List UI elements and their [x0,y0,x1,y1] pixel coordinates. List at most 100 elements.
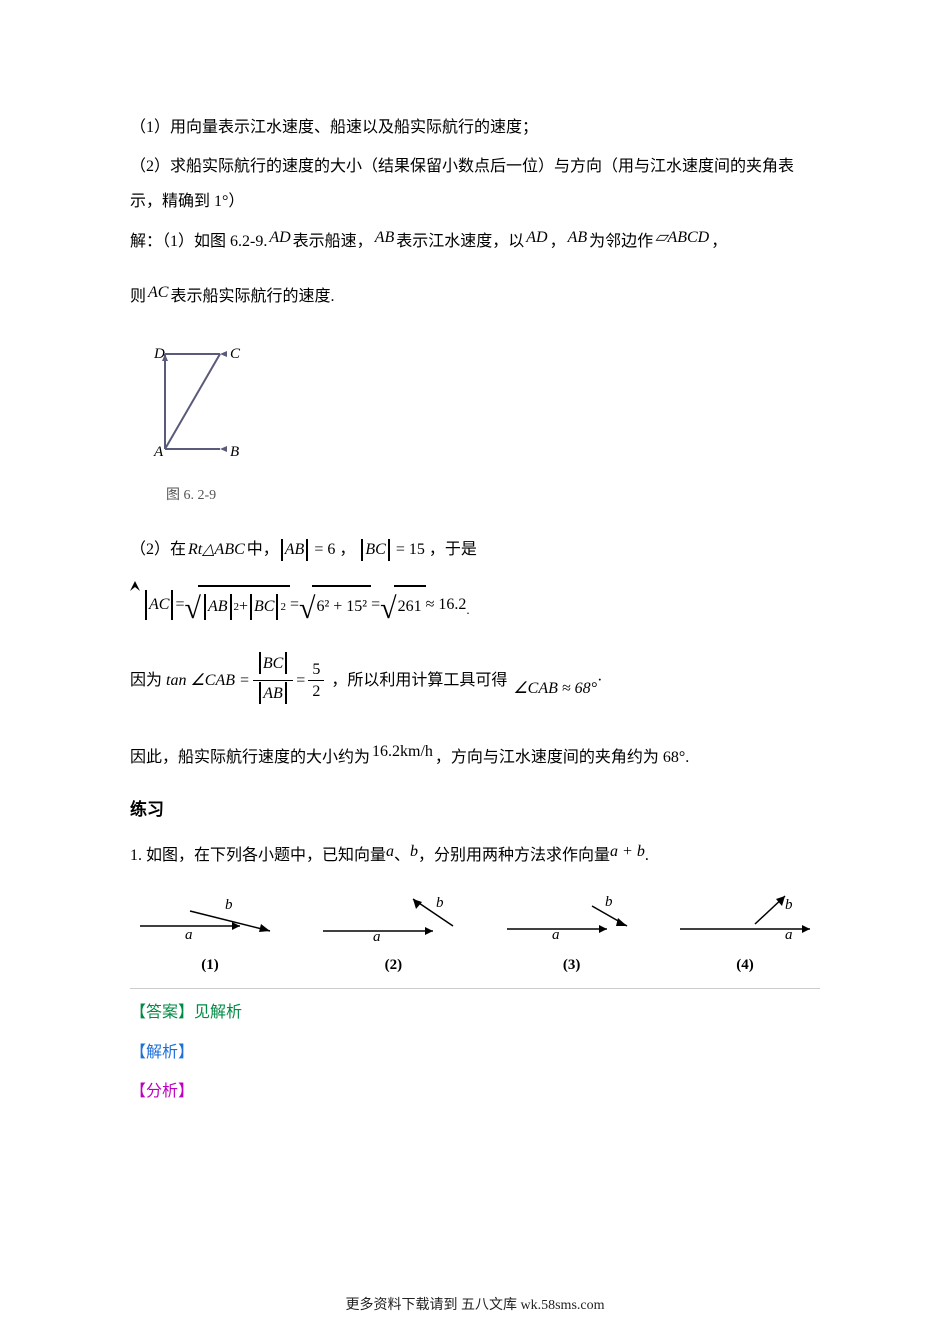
paragraph-q1: （1）用向量表示江水速度、船速以及船实际航行的速度； [130,110,820,145]
parallelogram-diagram: D C A B [150,344,250,464]
sol-mid3: ， [550,224,566,259]
AC-symbol: AC [148,275,168,310]
frac-den-abs-AB: AB [257,682,289,704]
sol-end1: ， [711,224,727,259]
frac-BC-AB: BC AB [253,652,293,709]
fig1-label: (1) [201,949,219,982]
eq-sign-2: = [290,587,299,622]
sqrt2-body: 6² + 15² [312,585,371,624]
divider [130,988,820,989]
abs-AB: AB [279,539,311,561]
p3-suffix: 表示船实际航行的速度. [170,279,334,314]
vec-b: b [410,834,418,869]
exp2-2: 2 [280,595,286,619]
eq15: = 15 [396,532,425,567]
magnitude-formula: AC = √ AB2 + BC2 = √ 6² + 15² = √ 261 ≈ … [130,585,820,624]
label-A: A [153,444,164,460]
eq-sign-3: = [371,587,380,622]
abs-BC-sq: BC [248,594,280,620]
parse-line: 【解析】 [130,1035,820,1070]
fig4-b: b [785,897,793,913]
p6-prefix: 因此，船实际航行速度的大小约为 [130,740,370,775]
vec-diagram-2: a b [313,891,473,941]
solution-2-line: （2）在 Rt△ABC 中， AB = 6 ， BC = 15 ，于是 [130,532,820,567]
analysis-line: 【分析】 [130,1074,820,1109]
eq-sign-1: = [175,587,184,622]
parallelogram-ABCD: ▱ABCD [655,220,709,255]
abs-AB-sq: AB [202,594,234,620]
vec-diagram-4: a b [670,891,820,941]
exercise-fig-2: a b (2) [313,891,473,982]
parse-text: 【解析】 [130,1044,194,1061]
angle-CAB: ∠CAB ≈ 68° [513,671,597,706]
eq6: = 6 [314,532,335,567]
frac-2: 2 [308,681,324,701]
fig3-a: a [552,927,560,941]
frac-5-2: 5 2 [308,660,324,701]
tan-prefix: 因为 [130,663,162,698]
answer-line: 【答案】见解析 [130,995,820,1030]
conclusion: 因此，船实际航行速度的大小约为 16.2km/h ，方向与江水速度间的夹角约为 … [130,740,820,775]
AB-sq: AB [208,589,228,624]
exercise-1: 1. 如图，在下列各小题中，已知向量 a 、 b ，分别用两种方法求作向量 a … [130,838,820,873]
AB-symbol-1: AB [375,220,395,255]
vec-aplusb: a + b [610,834,645,869]
abs-BC: BC [359,539,391,561]
analysis-text: 【分析】 [130,1083,194,1100]
page-footer: 更多资料下载请到 五八文库 wk.58sms.com [0,1291,950,1322]
practice-heading: 练习 [130,791,820,828]
BC-in-abs: BC [365,532,385,567]
AC-in-abs: AC [149,587,169,622]
fig2-b: b [436,895,444,911]
label-B: B [230,444,239,460]
exercise-fig-4: a b (4) [670,891,820,982]
RtABC: Rt△ABC [188,532,245,567]
p3-prefix: 则 [130,279,146,314]
sqrt-3: √ 261 [380,585,425,624]
ex1-mid1: 、 [394,838,410,873]
frac-5: 5 [308,660,324,681]
comma1: ， [339,532,355,567]
BC-sq: BC [254,589,274,624]
fig2-label: (2) [385,949,403,982]
plus-sign: + [239,589,248,624]
ex1-suffix: . [645,838,649,873]
answer-text: 【答案】见解析 [130,1004,242,1021]
period: . [466,596,469,625]
frac-AB: AB [263,684,283,703]
AD-symbol-2: AD [526,220,547,255]
sqrt-1: √ AB2 + BC2 [184,585,290,624]
figure-caption: 图 6. 2-9 [166,481,820,512]
exercise-fig-3: a b (3) [497,891,647,982]
approx: ≈ 16.2 [426,587,467,622]
ex1-prefix: 1. 如图，在下列各小题中，已知向量 [130,838,386,873]
solution-line-2: 则 AC 表示船实际航行的速度. [130,279,820,314]
sqrt-2: √ 6² + 15² [299,585,371,624]
p4-prefix: （2）在 [130,532,186,567]
sol-prefix: 解：（1）如图 6.2-9. [130,224,267,259]
sqrt3-body: 261 [394,585,426,624]
fig1-b: b [225,897,233,913]
vec-a: a [386,834,394,869]
tan-formula-line: 因为 tan ∠CAB = BC AB = 5 2 ，所以利用计算工具可得 ∠C… [130,652,820,709]
speed-value: 16.2km/h [372,734,433,769]
solution-line-1: 解：（1）如图 6.2-9. AD 表示船速， AB 表示江水速度，以 AD ，… [130,224,820,259]
fig1-a: a [185,927,193,941]
p6-suffix: ，方向与江水速度间的夹角约为 68°. [435,740,689,775]
exercise-fig-1: a b (1) [130,891,290,982]
fig4-a: a [785,927,793,941]
vec-diagram-3: a b [497,891,647,941]
fig4-label: (4) [736,949,754,982]
frac-BC: BC [263,654,283,673]
label-D: D [153,346,165,362]
AD-symbol: AD [269,220,290,255]
AB-in-abs: AB [285,532,305,567]
tan-mid: ，所以利用计算工具可得 [331,663,507,698]
tan-CAB-label: tan ∠CAB = [166,663,250,698]
exercise-figures-row: a b (1) a b (2) a b (3) [130,891,820,982]
paragraph-q2: （2）求船实际航行的速度的大小（结果保留小数点后一位）与方向（用与江水速度间的夹… [130,149,820,219]
sol-mid1: 表示船速， [293,224,373,259]
fig3-b: b [605,894,613,910]
eq-sign-4: = [296,663,305,698]
vector-arrow-icon [130,581,140,591]
